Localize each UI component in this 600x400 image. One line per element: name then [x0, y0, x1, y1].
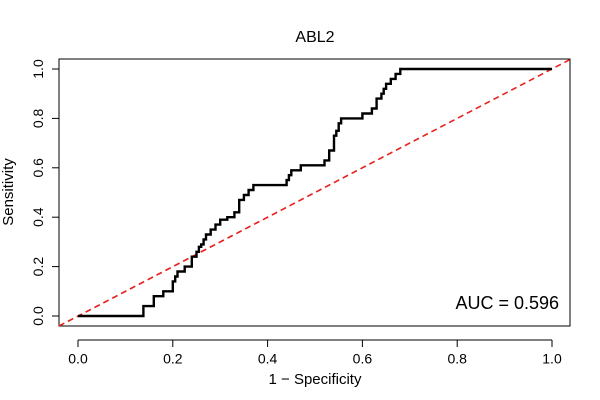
x-ticks: 0.0 0.2 0.4 0.6 0.8 1.0: [68, 340, 562, 366]
y-axis: 0.0 0.2 0.4 0.6 0.8 1.0 Sensitivity: [0, 59, 60, 326]
auc-annotation: AUC = 0.596: [455, 293, 559, 313]
x-axis: 0.0 0.2 0.4 0.6 0.8 1.0 1 − Specificity: [68, 339, 562, 388]
y-ticks: 0.0 0.2 0.4 0.6 0.8 1.0: [30, 59, 59, 326]
y-axis-title: Sensitivity: [0, 158, 17, 226]
chart-title: ABL2: [295, 29, 334, 46]
x-tick-label: 0.0: [68, 350, 88, 366]
x-tick-label: 0.4: [258, 350, 278, 366]
y-tick-label: 0.8: [30, 108, 46, 128]
y-tick-label: 0.6: [30, 158, 46, 178]
x-tick-label: 0.6: [353, 350, 373, 366]
chance-diagonal-line: [58, 58, 572, 327]
roc-curve-line: [78, 67, 552, 318]
y-tick-label: 0.2: [30, 257, 46, 277]
x-tick-label: 1.0: [542, 350, 562, 366]
x-tick-label: 0.8: [447, 350, 467, 366]
y-tick-label: 0.4: [30, 207, 46, 227]
plot-frame: [58, 58, 571, 327]
x-axis-title: 1 − Specificity: [269, 371, 362, 388]
plot-area: [58, 58, 572, 327]
x-tick-label: 0.2: [163, 350, 183, 366]
y-tick-label: 0.0: [30, 306, 46, 326]
y-tick-label: 1.0: [30, 59, 46, 79]
